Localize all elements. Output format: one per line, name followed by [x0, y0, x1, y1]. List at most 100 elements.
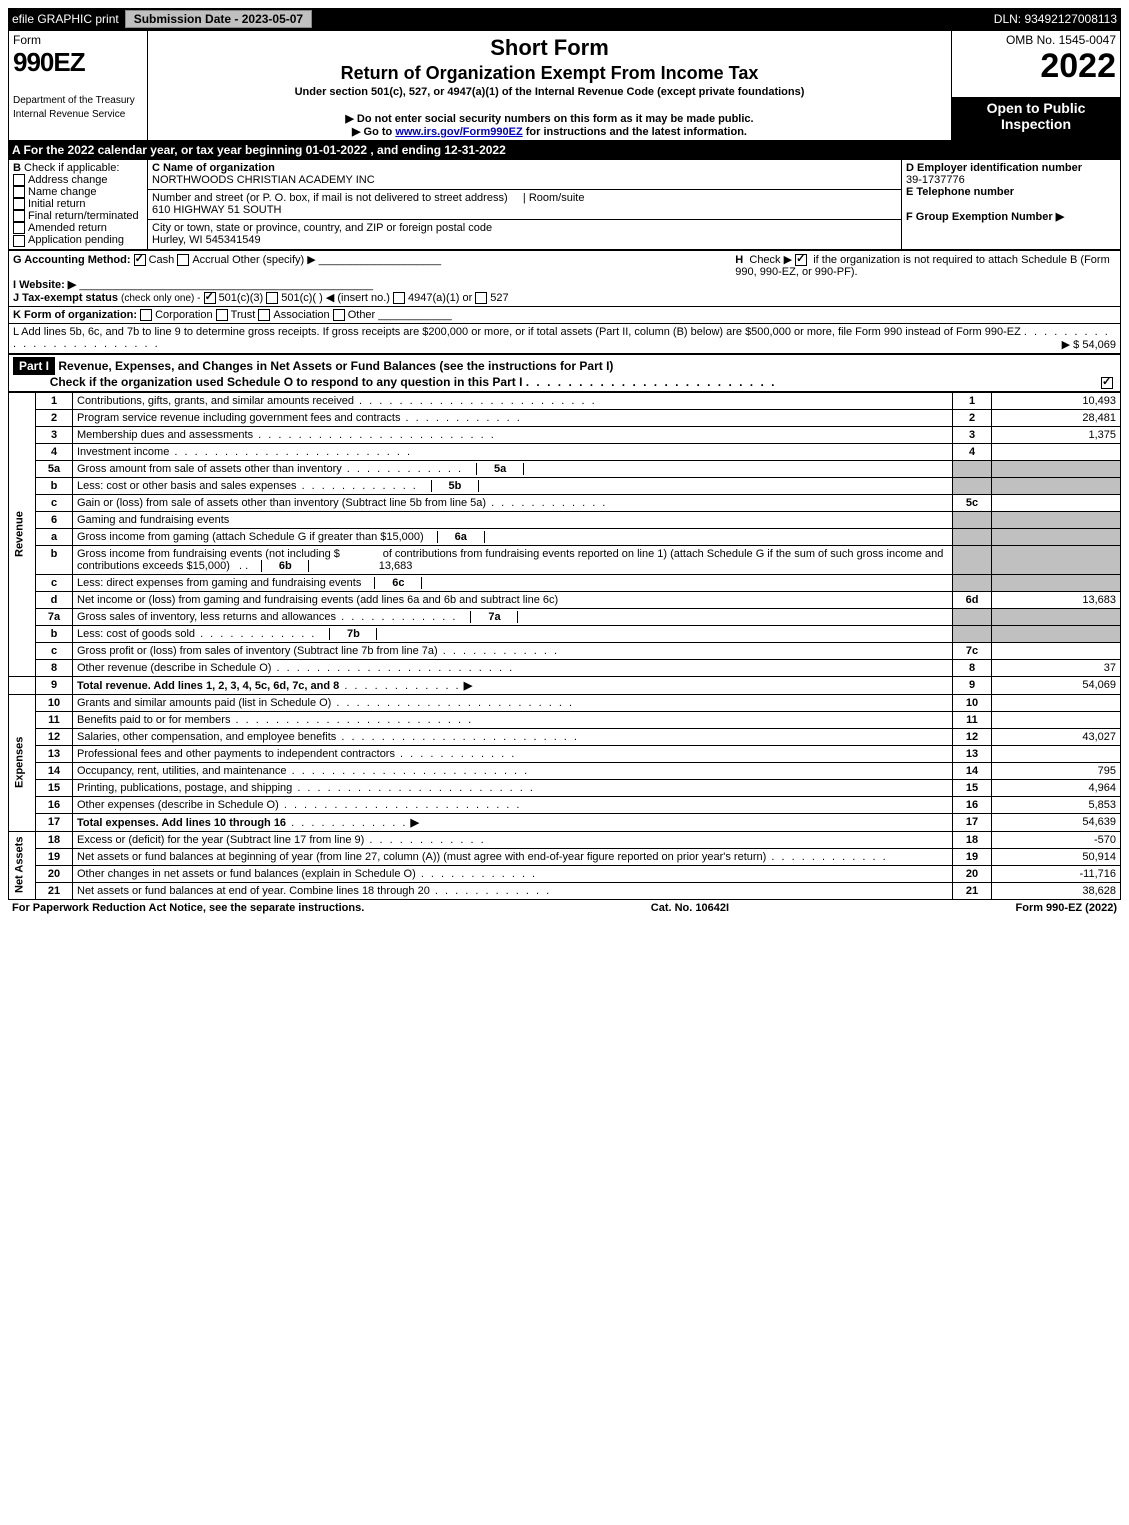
checkbox-cash[interactable] — [134, 254, 146, 266]
line-9-num: 9 — [36, 676, 73, 694]
line-1-ref: 1 — [953, 392, 992, 409]
line-19-ref: 19 — [953, 848, 992, 865]
section-l-text: L Add lines 5b, 6c, and 7b to line 9 to … — [13, 326, 1021, 338]
line-16-val: 5,853 — [992, 796, 1121, 813]
form-number: 990EZ — [13, 47, 85, 77]
checkbox-other-org[interactable] — [333, 309, 345, 321]
line-6d-desc: Net income or (loss) from gaming and fun… — [77, 594, 558, 606]
part-1-table: Revenue 1 Contributions, gifts, grants, … — [8, 392, 1121, 900]
checkbox-initial-return[interactable] — [13, 198, 25, 210]
line-16-ref: 16 — [953, 796, 992, 813]
form-header: Form 990EZ Department of the Treasury In… — [8, 30, 1121, 141]
checkbox-4947[interactable] — [393, 292, 405, 304]
line-5a-sub: 5a — [476, 463, 524, 475]
line-5b-val-grey — [992, 477, 1121, 494]
checkbox-name-change[interactable] — [13, 186, 25, 198]
line-18-ref: 18 — [953, 831, 992, 848]
line-5a-desc: Gross amount from sale of assets other t… — [77, 463, 342, 475]
checkbox-address-change[interactable] — [13, 174, 25, 186]
line-14-desc: Occupancy, rent, utilities, and maintena… — [77, 765, 287, 777]
line-15-ref: 15 — [953, 779, 992, 796]
line-6-val-grey — [992, 511, 1121, 528]
line-15-val: 4,964 — [992, 779, 1121, 796]
label-address-change: Address change — [28, 174, 108, 186]
submission-date-button[interactable]: Submission Date - 2023-05-07 — [125, 10, 312, 28]
line-19-num: 19 — [36, 848, 73, 865]
dots — [526, 375, 777, 389]
line-21-val: 38,628 — [992, 882, 1121, 899]
section-j-label: J Tax-exempt status — [13, 292, 118, 304]
checkbox-501c3[interactable] — [204, 292, 216, 304]
revenue-side-label: Revenue — [9, 392, 36, 676]
line-2-ref: 2 — [953, 409, 992, 426]
checkbox-corporation[interactable] — [140, 309, 152, 321]
check-if-applicable: Check if applicable: — [24, 162, 119, 174]
line-7a-desc: Gross sales of inventory, less returns a… — [77, 611, 336, 623]
line-6c-desc: Less: direct expenses from gaming and fu… — [77, 577, 361, 589]
line-1-val: 10,493 — [992, 392, 1121, 409]
footer-left: For Paperwork Reduction Act Notice, see … — [12, 902, 364, 914]
line-5a-ref-grey — [953, 460, 992, 477]
form-title-2: Return of Organization Exempt From Incom… — [152, 63, 947, 84]
section-h-label: H — [735, 254, 743, 266]
checkbox-accrual[interactable] — [177, 254, 189, 266]
checkbox-schedule-b-not-required[interactable] — [795, 254, 807, 266]
line-7b-ref-grey — [953, 625, 992, 642]
line-17-num: 17 — [36, 813, 73, 831]
line-20-ref: 20 — [953, 865, 992, 882]
checkbox-501c[interactable] — [266, 292, 278, 304]
irs-link[interactable]: www.irs.gov/Form990EZ — [395, 126, 522, 138]
label-other-specify: Other (specify) ▶ — [232, 254, 316, 266]
line-6c-val-grey — [992, 574, 1121, 591]
line-10-desc: Grants and similar amounts paid (list in… — [77, 697, 331, 709]
form-subtitle: Under section 501(c), 527, or 4947(a)(1)… — [152, 86, 947, 98]
section-g-label: G Accounting Method: — [13, 254, 131, 266]
line-4-desc: Investment income — [77, 446, 169, 458]
line-20-desc: Other changes in net assets or fund bala… — [77, 868, 416, 880]
line-6d-ref: 6d — [953, 591, 992, 608]
section-e-label: E Telephone number — [906, 186, 1014, 198]
line-16-desc: Other expenses (describe in Schedule O) — [77, 799, 279, 811]
line-6a-desc: Gross income from gaming (attach Schedul… — [77, 531, 424, 543]
section-d-label: D Employer identification number — [906, 162, 1082, 174]
part-1-label: Part I — [13, 357, 55, 375]
line-4-num: 4 — [36, 443, 73, 460]
checkbox-amended-return[interactable] — [13, 222, 25, 234]
form-word: Form — [13, 33, 41, 47]
status-block: G Accounting Method: Cash Accrual Other … — [8, 250, 1121, 354]
line-5c-ref: 5c — [953, 494, 992, 511]
form-note-1: ▶ Do not enter social security numbers o… — [152, 112, 947, 125]
checkbox-association[interactable] — [258, 309, 270, 321]
line-14-ref: 14 — [953, 762, 992, 779]
line-2-desc: Program service revenue including govern… — [77, 412, 400, 424]
top-bar: efile GRAPHIC print Submission Date - 20… — [8, 8, 1121, 30]
line-19-val: 50,914 — [992, 848, 1121, 865]
line-6b-desc1: Gross income from fundraising events (no… — [77, 548, 340, 560]
line-2-num: 2 — [36, 409, 73, 426]
dln-label: DLN: 93492127008113 — [994, 12, 1117, 26]
checkbox-527[interactable] — [475, 292, 487, 304]
j-sub: (check only one) - — [121, 293, 200, 304]
line-7a-num: 7a — [36, 608, 73, 625]
line-18-val: -570 — [992, 831, 1121, 848]
checkbox-final-return[interactable] — [13, 210, 25, 222]
label-other-org: Other — [348, 309, 376, 321]
line-13-val — [992, 745, 1121, 762]
line-18-desc: Excess or (deficit) for the year (Subtra… — [77, 834, 364, 846]
label-association: Association — [273, 309, 329, 321]
label-527: 527 — [490, 292, 508, 304]
label-application-pending: Application pending — [28, 234, 124, 246]
line-15-desc: Printing, publications, postage, and shi… — [77, 782, 292, 794]
checkbox-application-pending[interactable] — [13, 235, 25, 247]
checkbox-schedule-o-used[interactable] — [1101, 377, 1113, 389]
line-1-desc: Contributions, gifts, grants, and simila… — [77, 395, 354, 407]
checkbox-trust[interactable] — [216, 309, 228, 321]
line-10-val — [992, 694, 1121, 711]
line-6d-val: 13,683 — [992, 591, 1121, 608]
line-6-num: 6 — [36, 511, 73, 528]
line-19-desc: Net assets or fund balances at beginning… — [77, 851, 766, 863]
line-6a-val-grey — [992, 528, 1121, 545]
line-5b-ref-grey — [953, 477, 992, 494]
label-name-change: Name change — [28, 186, 97, 198]
line-6-ref-grey — [953, 511, 992, 528]
